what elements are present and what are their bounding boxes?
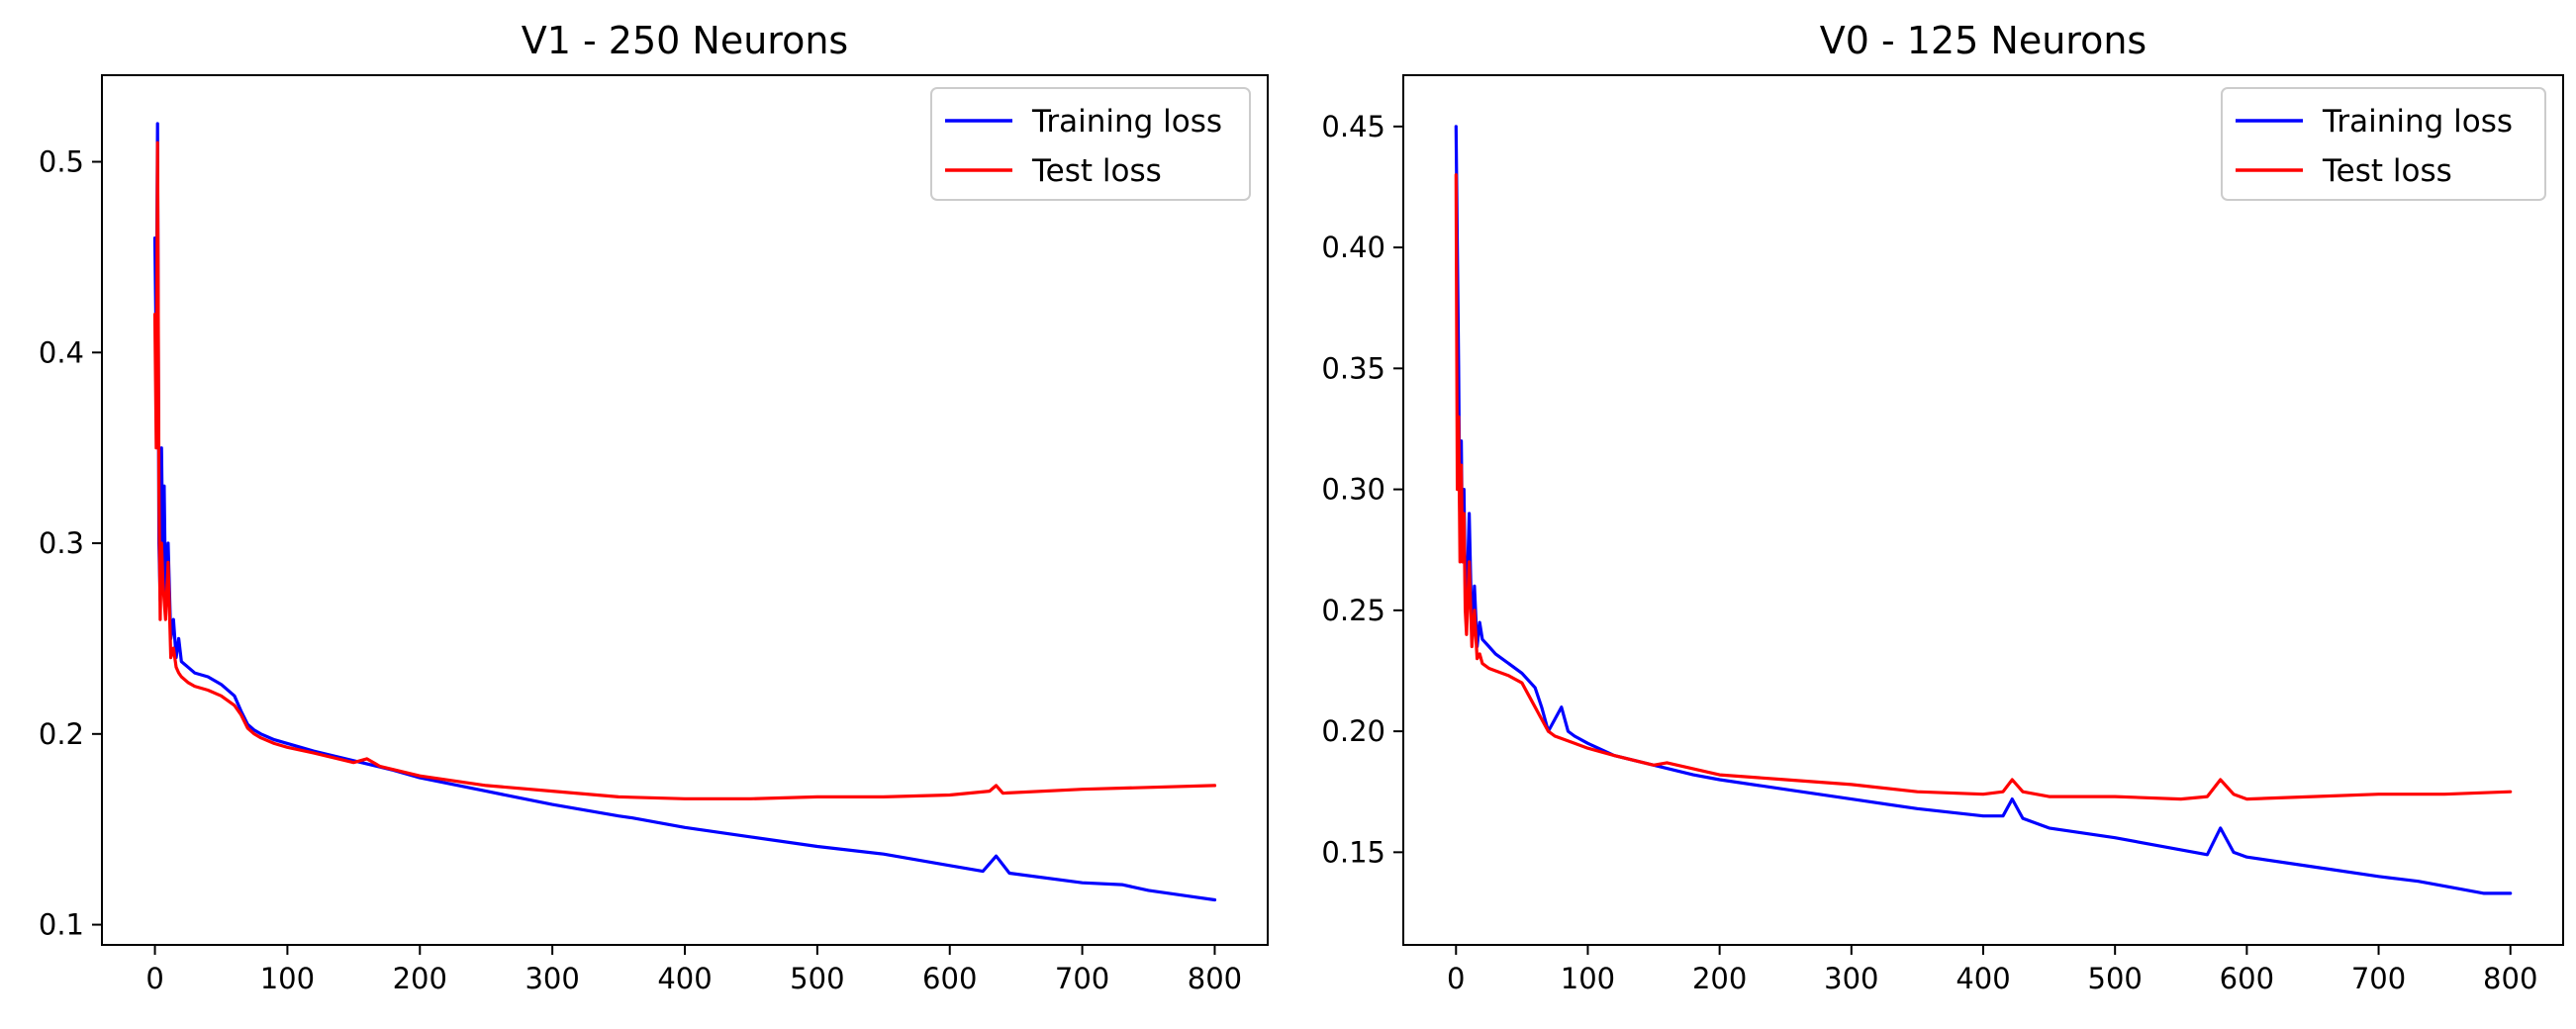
plot-area — [152, 122, 1217, 902]
x-tick-label: 100 — [260, 962, 315, 995]
x-tick-label: 600 — [2220, 962, 2274, 995]
y-tick-label: 0.25 — [1321, 594, 1385, 627]
x-tick-label: 200 — [1692, 962, 1747, 995]
y-tick-label: 0.1 — [39, 908, 84, 942]
series-line-training-loss — [1454, 125, 2513, 895]
y-tick-label: 0.30 — [1321, 473, 1385, 507]
axes-frame — [101, 74, 1269, 946]
x-tick-label: 400 — [1956, 962, 2010, 995]
x-tick-label: 300 — [525, 962, 579, 995]
series-line-test-loss — [1454, 173, 2513, 801]
series-line-training-loss — [152, 122, 1217, 902]
y-tick-label: 0.35 — [1321, 351, 1385, 385]
x-tick-label: 300 — [1824, 962, 1878, 995]
chart-title: V1 - 250 Neurons — [522, 19, 848, 62]
x-tick-label: 400 — [657, 962, 712, 995]
y-tick-label: 0.3 — [39, 526, 84, 560]
x-tick-label: 700 — [2351, 962, 2406, 995]
y-tick-label: 0.5 — [39, 145, 84, 179]
series-line-test-loss — [152, 140, 1217, 800]
legend: Training loss Test loss — [2221, 87, 2546, 201]
x-tick-label: 500 — [2088, 962, 2143, 995]
legend: Training loss Test loss — [930, 87, 1251, 201]
x-tick-label: 600 — [922, 962, 977, 995]
x-tick-label: 0 — [1447, 962, 1465, 995]
plot-area — [1454, 125, 2513, 895]
y-axis: 0.1 0.2 0.3 0.4 0.5 — [39, 145, 102, 942]
legend-label-training-loss: Training loss — [2322, 104, 2513, 140]
chart-panel-v1: V1 - 250 Neurons 0 100 200 300 400 500 600 700 8… — [39, 19, 1269, 995]
x-tick-label: 800 — [1188, 962, 1242, 995]
x-tick-label: 800 — [2483, 962, 2537, 995]
y-tick-label: 0.40 — [1321, 231, 1385, 264]
x-axis: 0 100 200 300 400 500 600 700 800 — [1447, 945, 2537, 995]
x-tick-label: 200 — [393, 962, 447, 995]
y-axis: 0.15 0.20 0.25 0.30 0.35 0.40 0.45 — [1321, 110, 1403, 869]
y-tick-label: 0.15 — [1321, 835, 1385, 869]
x-tick-label: 500 — [790, 962, 844, 995]
y-tick-label: 0.45 — [1321, 110, 1385, 143]
legend-label-test-loss: Test loss — [2322, 153, 2452, 189]
y-tick-label: 0.20 — [1321, 714, 1385, 748]
x-axis: 0 100 200 300 400 500 600 700 800 — [145, 945, 1242, 995]
chart-title: V0 - 125 Neurons — [1820, 19, 2147, 62]
y-tick-label: 0.4 — [39, 335, 84, 369]
legend-label-test-loss: Test loss — [1031, 153, 1162, 189]
x-tick-label: 100 — [1561, 962, 1615, 995]
legend-label-training-loss: Training loss — [1031, 104, 1222, 140]
x-tick-label: 700 — [1055, 962, 1109, 995]
y-tick-label: 0.2 — [39, 717, 84, 751]
x-tick-label: 0 — [145, 962, 163, 995]
chart-panel-v0: V0 - 125 Neurons 0 100 200 300 400 500 600 700 8… — [1321, 19, 2564, 995]
